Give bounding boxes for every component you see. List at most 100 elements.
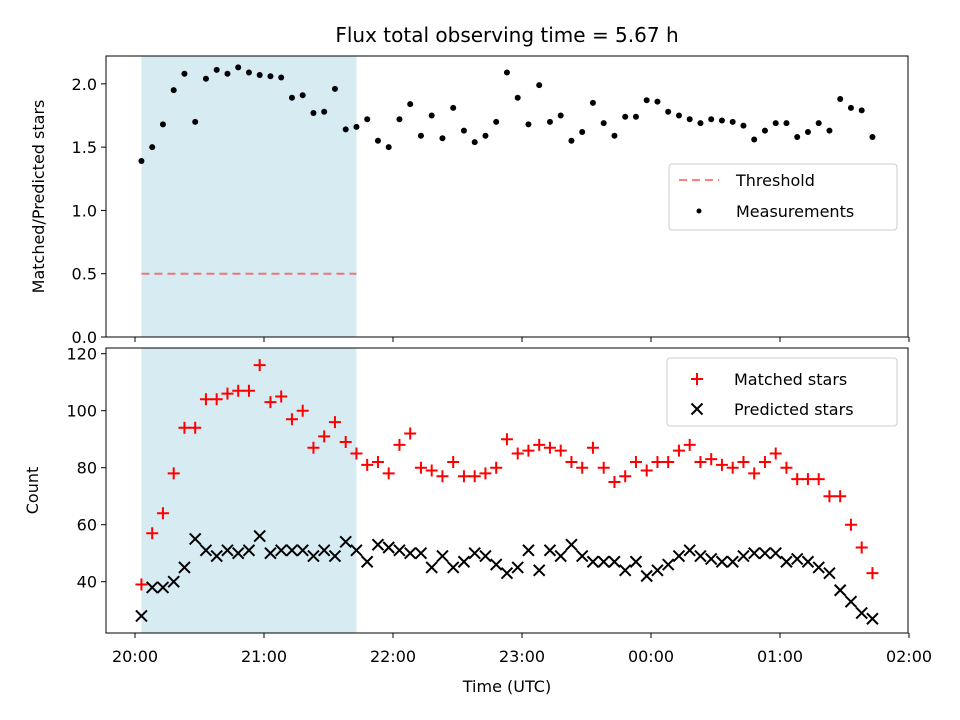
measurement-point	[138, 158, 145, 165]
predicted-star-point	[758, 546, 772, 560]
y-tick-label: 0.5	[72, 265, 97, 284]
predicted-star-point	[769, 546, 782, 560]
matched-star-point	[500, 433, 513, 446]
matched-star-point	[199, 393, 212, 406]
predicted-star-point	[575, 549, 589, 563]
predicted-star-point	[425, 561, 438, 574]
bottom-y-axis-label: Count	[23, 467, 42, 515]
matched-star-point	[221, 387, 234, 400]
measurement-point	[611, 132, 618, 139]
predicted-star-point	[350, 544, 363, 557]
top-axes-frame	[105, 55, 909, 338]
measurement-point	[192, 118, 199, 125]
predicted-star-point	[522, 544, 535, 557]
top-data-marks	[138, 64, 876, 275]
predicted-star-point	[436, 549, 449, 563]
matched-star-point	[242, 384, 255, 397]
top-legend-box	[668, 163, 898, 231]
predicted-star-point	[382, 541, 395, 554]
measurement-point	[686, 116, 693, 123]
predicted-star-point	[694, 549, 707, 563]
measurement-point	[213, 66, 220, 73]
top-x-ticks	[134, 337, 910, 342]
predicted-star-point	[188, 532, 202, 546]
matched-star-point	[328, 416, 341, 429]
measurement-point	[740, 122, 747, 129]
predicted-star-point	[199, 544, 213, 557]
predicted-star-point	[866, 612, 879, 625]
predicted-star-point	[737, 549, 750, 563]
measurement-point	[288, 94, 295, 101]
measurement-point	[299, 92, 306, 99]
measurement-point	[761, 127, 768, 134]
measurement-point	[353, 123, 360, 130]
matched-star-point	[339, 436, 352, 449]
x-tick-label: 22:00	[370, 647, 416, 666]
matched-star-point	[522, 444, 535, 457]
matched-star-point	[791, 473, 804, 486]
y-tick-label: 1.5	[72, 138, 97, 157]
matched-star-point	[533, 438, 546, 451]
measurement-point	[417, 132, 424, 139]
predicted-star-point	[833, 584, 847, 597]
predicted-star-point	[393, 544, 406, 557]
measurement-point	[858, 107, 865, 114]
measurement-point	[622, 113, 629, 120]
predicted-star-point	[264, 546, 277, 560]
measurement-point	[869, 134, 876, 141]
matched-star-point	[823, 490, 836, 503]
predicted-star-point	[640, 569, 653, 583]
measurement-point	[170, 87, 177, 94]
measurement-point	[718, 117, 725, 124]
chart-title: Flux total observing time = 5.67 h	[335, 23, 678, 47]
matched-star-point	[565, 456, 578, 468]
predicted-star-point	[629, 555, 643, 568]
measurement-point	[804, 128, 811, 135]
predicted-star-point	[371, 538, 385, 551]
x-tick-label: 21:00	[241, 647, 287, 666]
matched-star-point	[264, 396, 277, 409]
measurement-point	[374, 137, 381, 144]
measurement-point	[837, 96, 844, 103]
matched-star-point	[457, 470, 470, 483]
measurement-point	[321, 108, 328, 115]
predicted-star-point	[231, 546, 245, 560]
predicted-star-point	[489, 558, 503, 571]
measurement-point	[729, 118, 736, 125]
x-tick-label: 23:00	[499, 647, 545, 666]
matched-star-point	[597, 461, 610, 474]
predicted-star-point	[586, 555, 600, 568]
predicted-star-point	[704, 552, 718, 566]
legend-predicted-label: Predicted stars	[734, 400, 854, 419]
matched-star-point	[855, 541, 868, 554]
matched-star-point	[629, 456, 642, 468]
predicted-star-point	[414, 546, 428, 560]
observing-span-top	[141, 56, 357, 337]
matched-star-point	[769, 447, 782, 460]
matched-star-point	[296, 404, 309, 417]
predicted-star-point	[296, 544, 309, 557]
predicted-star-point	[747, 546, 761, 560]
predicted-star-point	[339, 535, 352, 549]
matched-star-point	[758, 456, 771, 468]
measurement-point	[278, 74, 285, 81]
matched-star-point	[393, 438, 406, 451]
matched-star-point	[436, 470, 449, 483]
measurement-point	[224, 70, 231, 77]
matched-star-point	[780, 461, 793, 474]
matched-star-point	[361, 458, 374, 471]
matched-star-point	[253, 359, 266, 372]
matched-star-point	[404, 427, 417, 440]
predicted-star-point	[672, 549, 686, 563]
measurement-point	[697, 120, 704, 127]
predicted-star-point	[468, 546, 481, 560]
measurement-point	[794, 134, 801, 141]
predicted-star-point	[511, 561, 524, 574]
y-tick-label: 100	[66, 402, 97, 421]
measurement-point	[536, 82, 543, 89]
matched-star-point	[737, 456, 750, 468]
x-tick-label: 01:00	[757, 647, 803, 666]
top-y-ticks: 0.0 0.5 1.0 1.5 2.0	[72, 75, 106, 347]
measurement-point	[256, 71, 263, 78]
matched-star-point	[834, 490, 847, 503]
